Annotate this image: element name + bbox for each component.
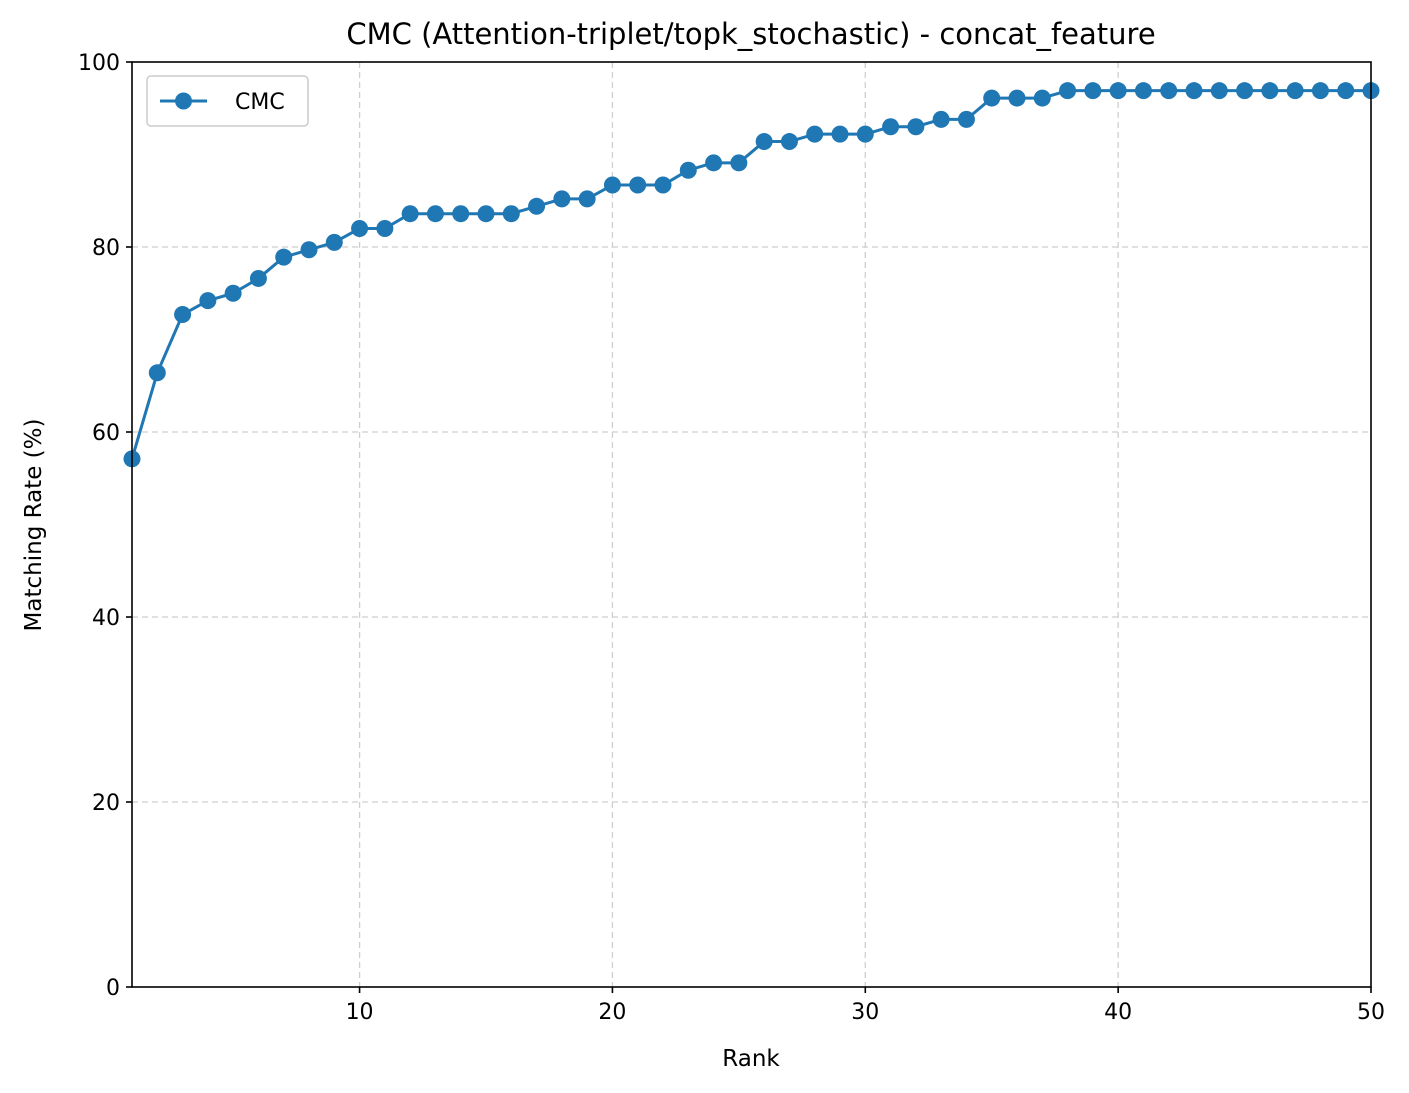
data-point (1134, 82, 1152, 100)
data-point (882, 118, 900, 136)
data-point (275, 248, 293, 266)
x-tick-label: 30 (851, 1000, 879, 1025)
plot-area-border (131, 61, 1372, 988)
data-point (578, 190, 596, 208)
y-tick-label: 40 (92, 606, 120, 631)
legend-marker-swatch (175, 92, 192, 110)
data-point (199, 292, 217, 310)
data-point (1033, 89, 1051, 107)
data-point (654, 176, 672, 194)
data-point (1084, 82, 1102, 100)
data-point (907, 118, 925, 136)
y-tick-label: 20 (92, 791, 120, 816)
y-tick-label: 100 (78, 51, 120, 76)
data-point (780, 133, 798, 151)
y-tick-label: 0 (106, 976, 120, 1001)
data-point (1261, 82, 1279, 100)
data-point (1236, 82, 1254, 100)
data-point (1210, 82, 1228, 100)
data-point (452, 205, 470, 223)
y-tick-label: 80 (92, 236, 120, 261)
data-point (1109, 82, 1127, 100)
data-point (1311, 82, 1329, 100)
data-point (528, 197, 546, 215)
data-point (249, 269, 267, 287)
data-point (502, 205, 520, 223)
data-point (477, 205, 495, 223)
data-point (957, 110, 975, 128)
y-tick-label: 60 (92, 421, 120, 446)
data-point (1008, 89, 1026, 107)
data-point (1160, 82, 1178, 100)
data-point (983, 89, 1001, 107)
data-point (603, 176, 621, 194)
data-point (426, 205, 444, 223)
data-point (1059, 82, 1077, 100)
data-point (831, 125, 849, 143)
data-point (401, 205, 419, 223)
data-point (932, 110, 950, 128)
data-point (325, 233, 343, 251)
axis-ticks: 10 20 30 40 50 0 20 40 60 80 100 (78, 51, 1385, 1025)
data-point (679, 161, 697, 179)
data-point (730, 154, 748, 172)
data-point (1286, 82, 1304, 100)
data-point (148, 364, 166, 382)
x-tick-label: 40 (1104, 1000, 1132, 1025)
data-point (174, 306, 192, 324)
data-point (1185, 82, 1203, 100)
x-tick-label: 10 (346, 1000, 374, 1025)
data-point (705, 154, 723, 172)
y-axis-label: Matching Rate (%) (21, 419, 47, 632)
data-point (629, 176, 647, 194)
legend-box (146, 75, 309, 127)
grid-lines (132, 62, 1371, 987)
x-tick-label: 50 (1357, 1000, 1385, 1025)
legend: CMC (146, 75, 309, 127)
x-axis-label: Rank (722, 1046, 780, 1072)
chart-title: CMC (Attention-triplet/topk_stochastic) … (346, 17, 1155, 51)
legend-label-cmc: CMC (235, 90, 285, 115)
data-point (300, 241, 318, 259)
data-point (553, 190, 571, 208)
data-point (224, 284, 242, 302)
data-point (1337, 82, 1355, 100)
data-point (351, 220, 369, 237)
data-point (376, 220, 394, 237)
series-layer (123, 82, 1380, 468)
x-tick-label: 20 (598, 1000, 626, 1025)
data-point (755, 133, 773, 151)
data-point (856, 125, 874, 143)
data-point (806, 125, 824, 143)
